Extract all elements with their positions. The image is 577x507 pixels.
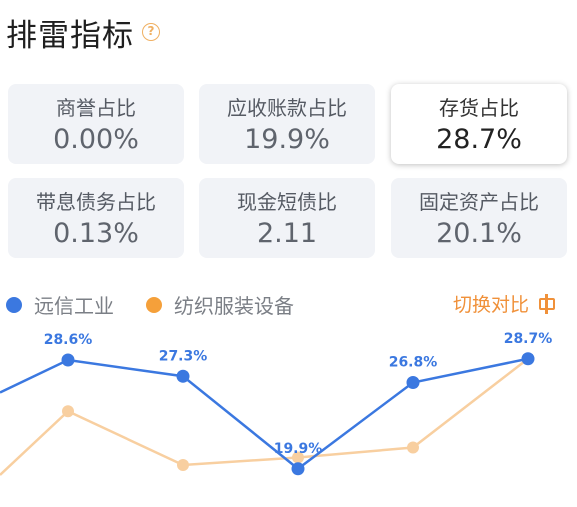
series-point-company[interactable]	[291, 462, 305, 476]
card-value: 0.00%	[53, 124, 139, 155]
card-fixed-assets-ratio[interactable]: 固定资产占比 20.1%	[391, 178, 567, 258]
legend-label: 远信工业	[34, 294, 114, 318]
card-label: 存货占比	[439, 96, 519, 120]
series-line-industry	[0, 357, 529, 476]
legend-item-industry[interactable]: 纺织服装设备	[146, 290, 294, 319]
series-point-company[interactable]	[406, 376, 420, 389]
card-interest-debt-ratio[interactable]: 带息债务占比 0.13%	[8, 178, 184, 258]
card-inventory-ratio[interactable]: 存货占比 28.7%	[391, 84, 567, 164]
series-point-company[interactable]	[176, 369, 190, 383]
line-chart: 28.6% 27.3% 19.9% 26.8% 28.7%	[0, 331, 553, 476]
card-value: 19.9%	[244, 124, 330, 155]
series-dot-icon	[146, 296, 162, 313]
data-label: 26.8%	[389, 355, 438, 371]
card-label: 带息债务占比	[36, 190, 156, 214]
section-header: 排雷指标 ?	[6, 10, 160, 54]
series-dot-icon	[6, 296, 22, 313]
legend-item-company[interactable]: 远信工业	[6, 290, 114, 319]
switch-compare-button[interactable]: 切换对比	[453, 290, 555, 317]
chart-legend: 远信工业 纺织服装设备 切换对比	[0, 290, 577, 320]
card-cash-short-debt-ratio[interactable]: 现金短债比 2.11	[199, 178, 375, 258]
series-point-industry[interactable]	[62, 405, 74, 418]
data-label: 28.7%	[504, 331, 553, 347]
switch-compare-label: 切换对比	[452, 294, 529, 316]
card-label: 应收账款占比	[227, 96, 347, 120]
card-receivables-ratio[interactable]: 应收账款占比 19.9%	[199, 84, 375, 164]
legend-label: 纺织服装设备	[174, 294, 294, 318]
card-goodwill-ratio[interactable]: 商誉占比 0.00%	[8, 84, 184, 164]
data-label: 27.3%	[159, 348, 208, 364]
series-point-company[interactable]	[61, 353, 75, 367]
card-value: 20.1%	[436, 218, 522, 249]
card-value: 28.7%	[436, 124, 522, 155]
series-line-company	[0, 357, 529, 471]
card-label: 现金短债比	[237, 190, 337, 214]
series-point-industry[interactable]	[177, 459, 189, 471]
page-title: 排雷指标	[6, 17, 134, 54]
card-value: 2.11	[256, 218, 318, 249]
card-label: 商誉占比	[56, 96, 136, 120]
card-label: 固定资产占比	[419, 190, 539, 214]
toggle-compare-icon	[539, 293, 555, 314]
series-point-industry[interactable]	[292, 451, 304, 464]
card-value: 0.13%	[53, 218, 139, 249]
series-point-company[interactable]	[521, 352, 535, 366]
data-label: 28.6%	[44, 332, 93, 348]
series-point-industry[interactable]	[407, 441, 419, 454]
question-circle-icon[interactable]: ?	[142, 23, 160, 41]
data-label: 19.9%	[274, 441, 323, 457]
